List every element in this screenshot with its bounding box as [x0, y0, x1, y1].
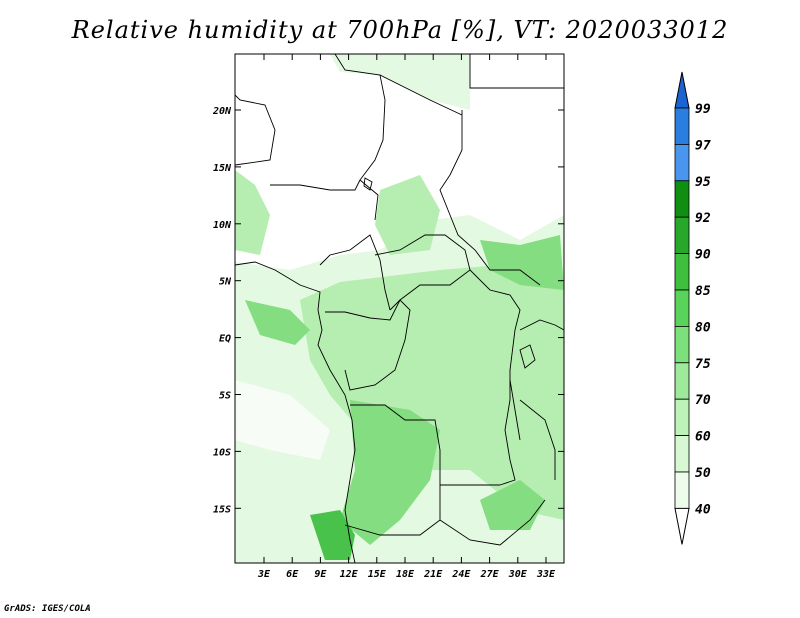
- colorbar-segment: [674, 107, 690, 145]
- lon-tick-label: 21E: [423, 569, 443, 580]
- lon-tick-label: 18E: [396, 569, 415, 580]
- border-sahara-north: [334, 54, 386, 221]
- humidity-region-north: [330, 54, 470, 110]
- colorbar-label: 92: [695, 211, 711, 226]
- border-zambia: [439, 485, 546, 546]
- colorbar-segment: [674, 253, 690, 291]
- colorbar-label: 60: [695, 430, 711, 445]
- lon-tick-label: 30E: [508, 569, 528, 580]
- colorbar-segment: [674, 398, 690, 437]
- coastline-gulf-of-guinea: [235, 261, 356, 563]
- colorbar-label: 80: [695, 320, 711, 335]
- lat-tick-label: EQ: [219, 334, 231, 345]
- border-west: [235, 94, 276, 166]
- chart-title: Relative humidity at 700hPa [%], VT: 202…: [71, 16, 729, 44]
- country-borders: [235, 54, 564, 563]
- colorbar-label: 95: [695, 175, 711, 190]
- colorbar-label: 50: [695, 466, 711, 481]
- map-frame: [234, 53, 565, 564]
- border-car: [374, 234, 471, 311]
- lat-tick-label: 20N: [212, 106, 232, 117]
- border-chad-sudan: [439, 110, 541, 286]
- humidity-region-high: [340, 400, 440, 545]
- colorbar-label: 85: [695, 284, 711, 299]
- humidity-region-east-sahel: [480, 235, 564, 290]
- colorbar-segment: [674, 143, 690, 182]
- colorbar-label: 70: [695, 393, 711, 408]
- humidity-region-gulf: [245, 300, 310, 345]
- colorbar-label: 97: [695, 138, 711, 153]
- colorbar-segment: [674, 471, 690, 509]
- colorbar-label: 75: [695, 357, 711, 372]
- lat-tick-label: 15N: [213, 163, 232, 174]
- lat-tick-label: 5N: [219, 277, 232, 288]
- lon-tick-label: 6E: [286, 569, 299, 580]
- lon-tick-label: 9E: [314, 569, 327, 580]
- colorbar-segment: [674, 435, 690, 473]
- lat-tick-label: 10N: [213, 220, 232, 231]
- border-congo: [325, 299, 411, 391]
- lat-tick-label: 5S: [219, 391, 231, 402]
- longitude-ticks: 3E 6E 9E 12E 15E 18E 21E 24E 27E 30E 33E: [257, 54, 556, 580]
- humidity-region-peak-east: [480, 480, 545, 530]
- border-east-africa: [519, 319, 564, 331]
- colorbar-segment: [674, 507, 690, 545]
- colorbar-label: 90: [695, 248, 711, 263]
- lon-tick-label: 24E: [451, 569, 471, 580]
- border-angola: [350, 404, 500, 486]
- border-niger-nigeria: [270, 179, 361, 191]
- lon-tick-label: 15E: [368, 569, 387, 580]
- colorbar-label: 99: [695, 102, 711, 117]
- border-namibia: [344, 519, 441, 536]
- lat-tick-label: 15S: [213, 504, 231, 515]
- border-tanzania: [519, 399, 556, 480]
- colorbar-segment: [674, 362, 690, 400]
- colorbar-segment: [674, 216, 690, 254]
- humidity-region-peak: [310, 510, 355, 560]
- colorbar-segment: [674, 325, 690, 364]
- lake-tanganyika: [509, 379, 521, 441]
- latitude-ticks: 20N 15N 10N 5N EQ 5S 10S 15S: [212, 106, 564, 515]
- lon-tick-label: 27E: [480, 569, 500, 580]
- colorbar-segment: [674, 180, 690, 218]
- lon-tick-label: 12E: [340, 569, 359, 580]
- colorbar-segment: [674, 71, 690, 109]
- border-drc-east: [469, 269, 521, 486]
- colorbar-label: 40: [695, 502, 711, 517]
- humidity-region-west: [235, 170, 270, 255]
- humidity-region-sahel: [375, 175, 440, 255]
- humidity-field: [235, 54, 564, 563]
- grads-credit: GrADS: IGES/COLA: [4, 604, 91, 614]
- lon-tick-label: 33E: [536, 569, 556, 580]
- lon-tick-label: 3E: [257, 569, 271, 580]
- humidity-region-medium: [300, 265, 564, 520]
- colorbar-segment: [674, 289, 690, 327]
- lat-tick-label: 10S: [213, 447, 231, 458]
- border-egypt-libya: [469, 54, 564, 89]
- border-libya-chad: [379, 74, 463, 116]
- border-nigeria-cameroon: [319, 234, 391, 311]
- lake-victoria: [519, 344, 536, 369]
- lake-chad: [363, 177, 373, 191]
- humidity-region-sw-dry: [235, 380, 330, 460]
- colorbar: 99 97 95 92 90 85 80 75 70 60 50 40: [674, 71, 711, 545]
